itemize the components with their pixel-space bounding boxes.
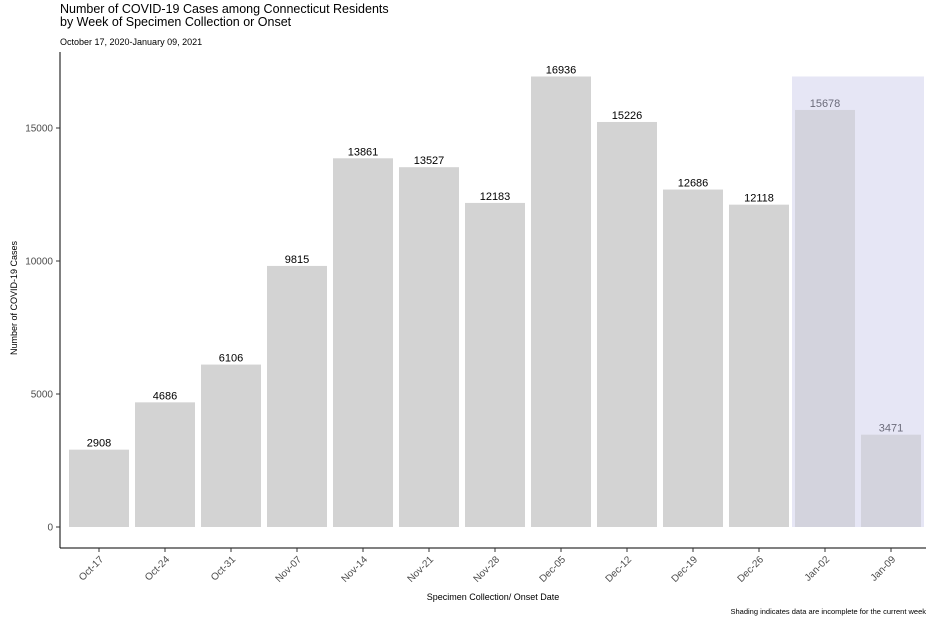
- bar-oct-24: [135, 402, 195, 527]
- bar-nov-07: [267, 265, 327, 527]
- x-tick-label: Dec-26: [736, 554, 767, 585]
- bar-dec-19: [663, 189, 723, 527]
- bar-value-label: 16936: [546, 65, 577, 77]
- bar-value-label: 13527: [414, 155, 445, 167]
- x-tick-label: Nov-07: [274, 554, 305, 585]
- bar-nov-28: [465, 202, 525, 528]
- x-tick-label: Dec-05: [538, 554, 569, 585]
- bar-value-label: 2908: [87, 438, 111, 450]
- bar-value-label: 13861: [348, 146, 379, 158]
- bar-value-label: 6106: [219, 353, 243, 365]
- chart-title-line-2: by Week of Specimen Collection or Onset: [60, 15, 292, 29]
- x-tick-label: Nov-21: [406, 554, 437, 585]
- x-tick-label: Nov-14: [340, 554, 371, 585]
- bar-nov-14: [333, 158, 393, 527]
- x-tick-label: Nov-28: [472, 554, 503, 585]
- x-tick-label: Jan-09: [869, 554, 899, 584]
- bar-oct-31: [201, 364, 261, 527]
- chart-subtitle: October 17, 2020-January 09, 2021: [60, 37, 203, 47]
- bar-dec-12: [597, 121, 657, 527]
- bar-value-label: 12118: [744, 193, 774, 205]
- bar-jan-09: [861, 434, 921, 527]
- y-axis-title: Number of COVID-19 Cases: [9, 240, 19, 355]
- x-tick-label: Dec-19: [670, 554, 701, 585]
- y-tick-label: 15000: [25, 124, 53, 135]
- chart-title-line-1: Number of COVID-19 Cases among Connectic…: [60, 2, 389, 16]
- x-tick-label: Oct-17: [77, 554, 106, 583]
- chart-title: Number of COVID-19 Cases among Connectic…: [60, 3, 389, 29]
- x-tick-label: Oct-24: [143, 554, 172, 583]
- bar-value-label: 4686: [153, 390, 177, 402]
- bar-value-label: 12183: [480, 191, 511, 203]
- bar-dec-05: [531, 76, 591, 527]
- bar-value-label: 15678: [810, 98, 841, 110]
- x-tick-label: Jan-02: [803, 554, 833, 584]
- y-tick-label: 10000: [25, 257, 53, 268]
- bar-value-label: 12686: [678, 178, 709, 190]
- x-tick-label: Dec-12: [604, 554, 635, 585]
- bar-value-label: 3471: [879, 423, 903, 435]
- x-axis-title: Specimen Collection/ Onset Date: [427, 592, 560, 602]
- y-tick-label: 0: [47, 523, 53, 534]
- chart-caption: Shading indicates data are incomplete fo…: [730, 607, 926, 616]
- bar-value-label: 9815: [285, 254, 309, 266]
- bar-jan-02: [795, 109, 855, 527]
- y-tick-label: 5000: [31, 390, 54, 401]
- x-tick-label: Oct-31: [209, 554, 238, 583]
- bar-dec-26: [729, 204, 789, 527]
- bar-oct-17: [69, 449, 129, 527]
- bar-value-label: 15226: [612, 110, 643, 122]
- bar-nov-21: [399, 167, 459, 527]
